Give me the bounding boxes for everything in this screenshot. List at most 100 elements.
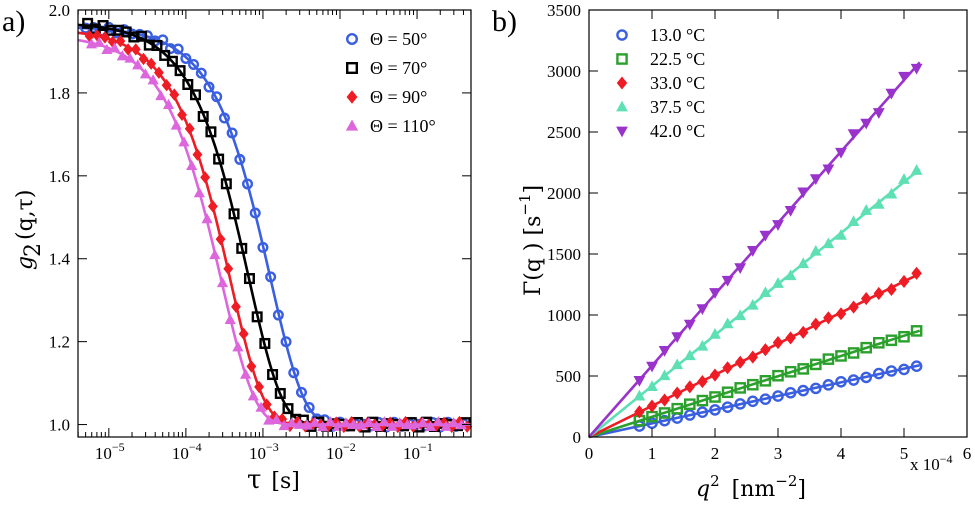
- data-point-3-37: [371, 420, 383, 432]
- data-point-2-1: [646, 399, 658, 413]
- data-point-1-4: [684, 398, 696, 411]
- data-point-0-28: [295, 386, 307, 398]
- data-point-1-20: [236, 242, 248, 254]
- x-tick-label: 10−2: [326, 440, 356, 463]
- data-point-0-18: [860, 371, 873, 384]
- data-point-3-10: [759, 286, 772, 298]
- data-point-3-23: [263, 414, 275, 425]
- data-point-0-2: [658, 414, 671, 427]
- data-point-3-19: [872, 197, 885, 209]
- data-point-2-21: [246, 360, 257, 373]
- data-point-2-4: [115, 34, 126, 48]
- data-point-3-45: [432, 416, 444, 427]
- data-point-2-19: [873, 286, 885, 301]
- y-tick-label: 500: [556, 367, 582, 386]
- data-point-3-41: [401, 418, 414, 430]
- panel-b-xlabel: q2 [nm−2]: [696, 472, 806, 502]
- y-tick-label: 3000: [547, 62, 581, 81]
- data-point-3-46: [440, 420, 452, 431]
- legend-label-4: 42.0 °C: [650, 121, 705, 141]
- data-point-3-20: [885, 187, 898, 199]
- y-tick-label: 2500: [547, 123, 581, 142]
- data-point-4-17: [847, 129, 860, 140]
- panel-b-label: b): [492, 5, 517, 38]
- data-point-2-17: [848, 300, 859, 314]
- panel-a-legend: Θ = 50° Θ = 70° Θ = 90° Θ = 110°: [345, 29, 436, 136]
- data-point-2-22: [911, 266, 922, 280]
- panel-a-ticks: 10−5 10−4 10−3 10−2 10−11.01.21.41.61.82.0: [49, 1, 472, 463]
- data-point-1-14: [810, 358, 822, 371]
- data-point-4-4: [683, 319, 696, 331]
- x-tick-exp: −2: [343, 440, 356, 454]
- x-tick-label: 10−1: [403, 440, 433, 463]
- data-point-0-1: [646, 417, 658, 429]
- data-point-2-10: [760, 343, 771, 357]
- legend-item-3: Θ = 110°: [345, 116, 436, 136]
- data-point-2-15: [823, 311, 834, 325]
- data-point-2-19: [231, 300, 241, 313]
- data-point-3-14: [193, 187, 205, 198]
- data-point-1-17: [847, 347, 860, 359]
- data-point-3-17: [216, 276, 229, 288]
- panel-b-ticks: 0 1 2 3 4 5 6 0 500 1000 1500 2000 2500 3000 3500: [547, 1, 971, 463]
- data-point-1-7: [721, 386, 734, 399]
- legend-item-4: 42.0 °C: [616, 121, 705, 141]
- data-point-0-18: [218, 112, 230, 124]
- legend-label-2: 33.0 °C: [650, 73, 705, 93]
- data-point-0-11: [772, 390, 784, 402]
- data-point-0-19: [226, 127, 238, 139]
- data-point-3-21: [247, 390, 259, 401]
- data-point-0-12: [784, 386, 797, 399]
- panel-a-ylabel-main: g: [13, 256, 38, 270]
- panel-b-marks: [588, 61, 923, 439]
- series-1: [588, 325, 923, 439]
- legend-label-3: 37.5 °C: [650, 97, 705, 117]
- panel-b-xlabel-main: q: [696, 477, 710, 502]
- data-point-1-9: [151, 40, 163, 52]
- data-point-3-30: [317, 420, 329, 432]
- panel-b-ylabel-sup: −1: [516, 194, 534, 216]
- data-point-0-27: [288, 367, 300, 379]
- data-point-3-3: [671, 358, 684, 370]
- panel-a-ylabel-sub: 2: [21, 243, 46, 257]
- panel-b-x-multiplier-sup: −4: [940, 452, 953, 466]
- data-point-2-20: [886, 282, 897, 296]
- data-point-3-1: [93, 36, 105, 47]
- x-tick-label: 10−3: [249, 440, 279, 463]
- data-point-3-5: [124, 52, 136, 63]
- data-point-3-10: [162, 98, 175, 110]
- data-point-4-8: [734, 263, 747, 274]
- data-point-3-18: [224, 313, 236, 325]
- data-point-4-5: [696, 304, 709, 315]
- x-tick-base: 10: [249, 444, 266, 463]
- data-point-3-31: [324, 416, 336, 427]
- legend-item-1: Θ = 70°: [346, 58, 427, 78]
- data-point-3-40: [394, 417, 406, 428]
- data-point-4-18: [860, 118, 873, 130]
- x-tick-label: 1: [648, 444, 657, 463]
- data-point-1-2: [658, 407, 671, 419]
- data-point-1-19: [228, 208, 240, 220]
- data-point-1-3: [671, 402, 683, 415]
- data-point-2-6: [709, 368, 721, 382]
- series-1: [77, 17, 471, 433]
- data-point-3-11: [170, 119, 182, 130]
- data-point-2-5: [123, 43, 134, 56]
- data-point-2-8: [734, 355, 746, 369]
- data-point-0-6: [709, 404, 721, 416]
- data-point-3-38: [378, 416, 390, 427]
- data-point-3-27: [293, 418, 306, 429]
- data-point-3-15: [822, 237, 835, 249]
- data-point-4-15: [822, 164, 835, 176]
- series-3: [588, 164, 923, 439]
- data-point-0-21: [898, 363, 910, 376]
- data-point-3-39: [386, 420, 398, 431]
- panel-b-xlabel-unit-sup: −2: [775, 472, 797, 490]
- data-point-3-12: [178, 136, 190, 147]
- legend-label-0: Θ = 50°: [370, 29, 427, 49]
- data-point-4-2: [658, 346, 671, 357]
- legend-item-1: 22.5 °C: [616, 49, 705, 69]
- data-point-1-18: [220, 178, 232, 190]
- data-point-1-10: [159, 49, 171, 61]
- data-point-3-22: [255, 401, 267, 412]
